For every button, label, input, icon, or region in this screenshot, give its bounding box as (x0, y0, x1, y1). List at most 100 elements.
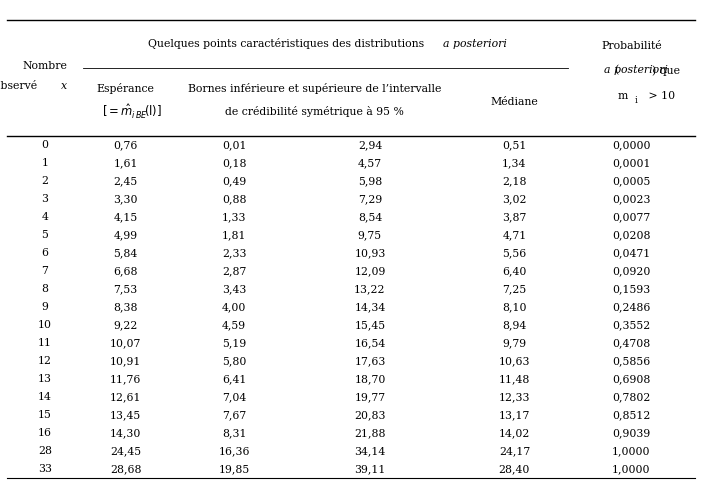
Text: 24,45: 24,45 (110, 446, 141, 456)
Text: 0,18: 0,18 (222, 158, 246, 168)
Text: 21,88: 21,88 (355, 428, 385, 438)
Text: 0,51: 0,51 (502, 140, 526, 150)
Text: 2,18: 2,18 (502, 176, 526, 186)
Text: 33: 33 (38, 464, 52, 474)
Text: 16: 16 (38, 428, 52, 438)
Text: 0,8512: 0,8512 (612, 410, 651, 420)
Text: 11,76: 11,76 (110, 374, 141, 384)
Text: 4,99: 4,99 (114, 230, 138, 240)
Text: 5,80: 5,80 (222, 356, 246, 366)
Text: 18,70: 18,70 (355, 374, 385, 384)
Text: 12,09: 12,09 (355, 266, 385, 276)
Text: 0,0077: 0,0077 (612, 212, 651, 222)
Text: 6,68: 6,68 (114, 266, 138, 276)
Text: 7,53: 7,53 (114, 284, 138, 294)
Text: 10,93: 10,93 (355, 248, 385, 258)
Text: 9: 9 (41, 302, 48, 312)
Text: 14,02: 14,02 (498, 428, 530, 438)
Text: 0,01: 0,01 (222, 140, 246, 150)
Text: 0,0023: 0,0023 (612, 194, 651, 204)
Text: 0,6908: 0,6908 (612, 374, 651, 384)
Text: 9,22: 9,22 (114, 320, 138, 330)
Text: 9,75: 9,75 (358, 230, 382, 240)
Text: 3: 3 (41, 194, 48, 204)
Text: $\mathrm{(l)]}$: $\mathrm{(l)]}$ (145, 103, 162, 118)
Text: 14,34: 14,34 (355, 302, 385, 312)
Text: m: m (618, 91, 628, 101)
Text: 1,0000: 1,0000 (612, 446, 651, 456)
Text: 9,79: 9,79 (503, 338, 526, 348)
Text: 1: 1 (41, 158, 48, 168)
Text: 5,19: 5,19 (222, 338, 246, 348)
Text: 11,48: 11,48 (498, 374, 530, 384)
Text: 5: 5 (41, 230, 48, 240)
Text: 13,17: 13,17 (498, 410, 530, 420)
Text: 0,88: 0,88 (222, 194, 246, 204)
Text: Nombre: Nombre (22, 60, 67, 71)
Text: 1,81: 1,81 (222, 230, 246, 240)
Text: 0,0920: 0,0920 (612, 266, 651, 276)
Text: 0,4708: 0,4708 (612, 338, 651, 348)
Text: Bornes inférieure et supérieure de l’intervalle: Bornes inférieure et supérieure de l’int… (188, 83, 442, 94)
Text: 24,17: 24,17 (498, 446, 530, 456)
Text: 13,22: 13,22 (355, 284, 385, 294)
Text: 28,68: 28,68 (110, 464, 141, 474)
Text: 4,57: 4,57 (358, 158, 382, 168)
Text: 8: 8 (41, 284, 48, 294)
Text: 6: 6 (41, 248, 48, 258)
Text: 5,56: 5,56 (502, 248, 526, 258)
Text: 16,54: 16,54 (355, 338, 385, 348)
Text: 0,9039: 0,9039 (612, 428, 651, 438)
Text: 3,02: 3,02 (502, 194, 526, 204)
Text: 3,30: 3,30 (114, 194, 138, 204)
Text: 7,29: 7,29 (358, 194, 382, 204)
Text: 8,38: 8,38 (114, 302, 138, 312)
Text: 39,11: 39,11 (355, 464, 385, 474)
Text: 10,63: 10,63 (498, 356, 530, 366)
Text: 28: 28 (38, 446, 52, 456)
Text: 8,94: 8,94 (502, 320, 526, 330)
Text: a posteriori: a posteriori (443, 39, 507, 49)
Text: 4: 4 (41, 212, 48, 222)
Text: ) que: ) que (651, 65, 680, 76)
Text: 0,7802: 0,7802 (612, 392, 651, 402)
Text: 13,45: 13,45 (110, 410, 141, 420)
Text: 2,45: 2,45 (114, 176, 138, 186)
Text: 2,33: 2,33 (222, 248, 246, 258)
Text: 5,98: 5,98 (358, 176, 382, 186)
Text: 20,83: 20,83 (355, 410, 385, 420)
Text: 14,30: 14,30 (110, 428, 141, 438)
Text: 10,91: 10,91 (110, 356, 141, 366)
Text: 19,77: 19,77 (355, 392, 385, 402)
Text: 0,0005: 0,0005 (612, 176, 651, 186)
Text: 12,33: 12,33 (498, 392, 530, 402)
Text: 4,15: 4,15 (114, 212, 138, 222)
Text: 6,41: 6,41 (222, 374, 246, 384)
Text: 2: 2 (41, 176, 48, 186)
Text: Médiane: Médiane (491, 97, 538, 107)
Text: 0: 0 (41, 140, 48, 150)
Text: 0,5856: 0,5856 (612, 356, 651, 366)
Text: Quelques points caractéristiques des distributions: Quelques points caractéristiques des dis… (147, 38, 428, 50)
Text: 12,61: 12,61 (110, 392, 141, 402)
Text: a posteriori: a posteriori (604, 65, 668, 75)
Text: 3,87: 3,87 (502, 212, 526, 222)
Text: 8,31: 8,31 (222, 428, 246, 438)
Text: 1,34: 1,34 (502, 158, 526, 168)
Text: 34,14: 34,14 (355, 446, 385, 456)
Text: 8,54: 8,54 (358, 212, 382, 222)
Text: 15: 15 (38, 410, 52, 420)
Text: 12: 12 (38, 356, 52, 366)
Text: Espérance: Espérance (97, 83, 154, 94)
Text: 0,2486: 0,2486 (612, 302, 651, 312)
Text: 1,0000: 1,0000 (612, 464, 651, 474)
Text: (: ( (614, 65, 618, 76)
Text: 7,04: 7,04 (222, 392, 246, 402)
Text: > 10: > 10 (645, 91, 675, 101)
Text: 5,84: 5,84 (114, 248, 138, 258)
Text: observé: observé (0, 82, 41, 92)
Text: de crédibilité symétrique à 95 %: de crédibilité symétrique à 95 % (225, 106, 404, 117)
Text: 15,45: 15,45 (355, 320, 385, 330)
Text: 0,3552: 0,3552 (612, 320, 651, 330)
Text: i: i (635, 96, 637, 104)
